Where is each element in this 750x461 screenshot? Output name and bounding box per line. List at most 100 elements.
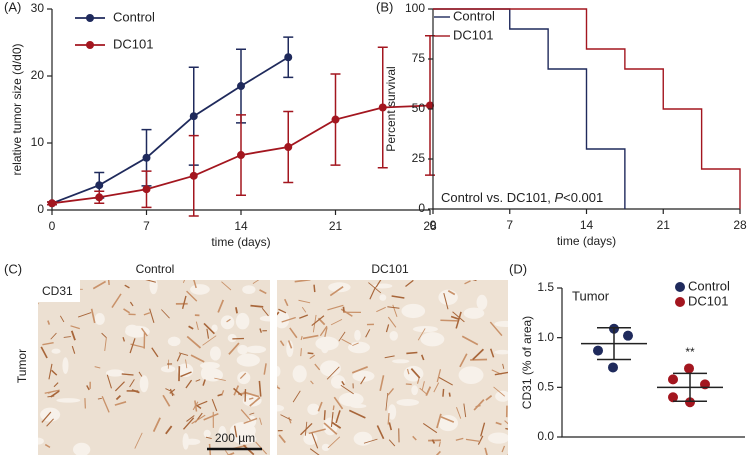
y-tick-label: 100	[405, 1, 425, 15]
vessel	[369, 286, 377, 300]
lumen	[237, 344, 249, 355]
vessel	[289, 327, 298, 339]
marker	[237, 82, 245, 91]
vessel	[53, 382, 59, 388]
x-tick-label: 21	[657, 218, 671, 232]
dot	[608, 362, 618, 373]
vessel	[480, 422, 486, 437]
vessel	[129, 301, 134, 307]
vessel	[234, 425, 238, 438]
vessel	[44, 443, 51, 449]
vessel	[186, 415, 195, 422]
lumen	[203, 368, 224, 382]
lumen	[286, 340, 294, 358]
lumen	[320, 360, 341, 377]
vessel	[151, 347, 159, 358]
y-tick-label: 0	[418, 201, 425, 215]
lumen	[139, 375, 149, 393]
vessel	[92, 280, 107, 290]
vessel	[121, 373, 134, 376]
axis	[561, 288, 745, 438]
dot	[685, 397, 695, 408]
vessel	[485, 395, 493, 401]
vessel	[327, 304, 344, 311]
vessel	[252, 280, 260, 284]
lumen	[330, 375, 346, 389]
lumen	[463, 307, 485, 319]
vessel	[304, 421, 308, 436]
micrograph-control	[38, 280, 270, 455]
legend-marker	[675, 282, 685, 292]
vessel	[40, 346, 48, 359]
vessel	[333, 396, 344, 410]
vessel	[287, 340, 293, 349]
lumen	[373, 283, 393, 289]
vessel	[208, 443, 212, 455]
lumen	[487, 432, 508, 444]
lumen	[242, 285, 256, 295]
lumen	[149, 280, 158, 295]
vessel	[450, 315, 460, 320]
y-tick-label: 0.5	[537, 380, 554, 394]
sd-bar	[597, 326, 631, 361]
vessel	[484, 447, 488, 455]
vessel	[505, 427, 508, 430]
marker	[189, 171, 198, 180]
vessel	[317, 401, 323, 412]
vessel	[323, 422, 338, 435]
vessel	[203, 322, 215, 335]
vessel	[300, 348, 302, 357]
survival-curve	[433, 8, 626, 209]
vessel	[363, 438, 378, 444]
lumen	[38, 437, 44, 445]
vessel	[281, 316, 296, 323]
lumen	[348, 341, 370, 354]
vessel	[259, 289, 267, 295]
lumen	[177, 363, 194, 378]
vessel	[310, 380, 314, 385]
vessel	[360, 376, 366, 385]
vessel	[240, 409, 251, 421]
vessel	[202, 379, 206, 386]
vessel	[294, 280, 311, 283]
vessel	[77, 312, 92, 318]
vessel	[176, 353, 182, 362]
vessel	[436, 413, 442, 429]
marker	[95, 193, 104, 202]
vessel	[71, 345, 76, 354]
vessel	[224, 450, 230, 455]
vessel	[211, 399, 218, 412]
vessel	[42, 342, 54, 346]
vessel	[278, 308, 287, 314]
vessel	[107, 280, 110, 286]
vessel	[323, 410, 326, 421]
annotation-part: P	[554, 190, 563, 205]
y-axis-label: CD31 (% of area)	[520, 316, 534, 409]
x-tick-label: 28	[733, 218, 747, 232]
y-tick-label: 50	[412, 101, 426, 115]
vessel	[131, 389, 140, 394]
vessel	[101, 332, 107, 339]
vessel	[301, 306, 307, 313]
vessel	[329, 286, 344, 297]
vessel	[495, 421, 502, 426]
vessel	[489, 321, 503, 337]
annotation-part: Control vs. DC101,	[441, 190, 554, 205]
vessel	[459, 353, 468, 368]
lumen	[227, 334, 237, 343]
vessel	[475, 404, 481, 408]
x-tick-label: 0	[49, 219, 56, 233]
x-tick-label: 7	[506, 218, 513, 232]
vessel	[165, 425, 173, 435]
dot	[668, 374, 678, 385]
vessel	[412, 435, 417, 441]
vessel	[420, 354, 425, 361]
vessel	[417, 328, 426, 341]
marker	[284, 143, 293, 152]
marker	[284, 53, 293, 62]
x-axis-label: time (days)	[211, 235, 270, 249]
vessel	[308, 428, 326, 435]
panel-label: (C)	[4, 261, 22, 276]
vessel	[443, 292, 449, 310]
vessel	[330, 319, 343, 326]
